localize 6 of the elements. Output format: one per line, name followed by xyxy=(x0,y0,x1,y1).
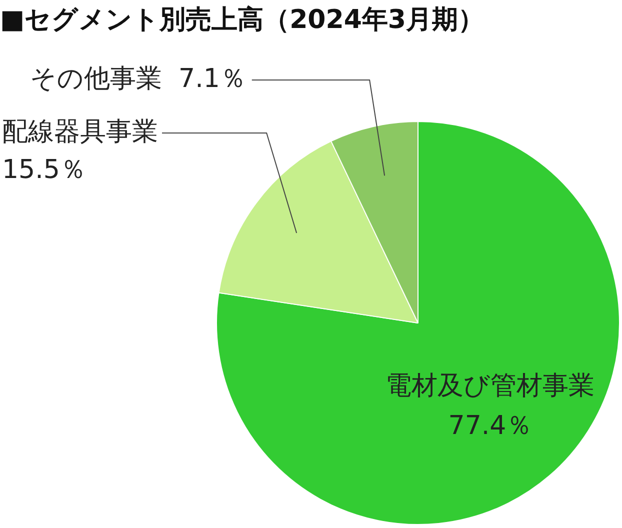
slice-label: 電材及び管材事業 xyxy=(386,370,595,401)
slice-label: その他事業 7.1％ xyxy=(30,64,246,94)
data-label: 77.4％ xyxy=(448,410,532,441)
slice-label: 配線器具事業 xyxy=(2,116,158,147)
data-label: 15.5％ xyxy=(2,154,86,185)
chart-title: ■セグメント別売上高（2024年3月期） xyxy=(0,4,486,37)
